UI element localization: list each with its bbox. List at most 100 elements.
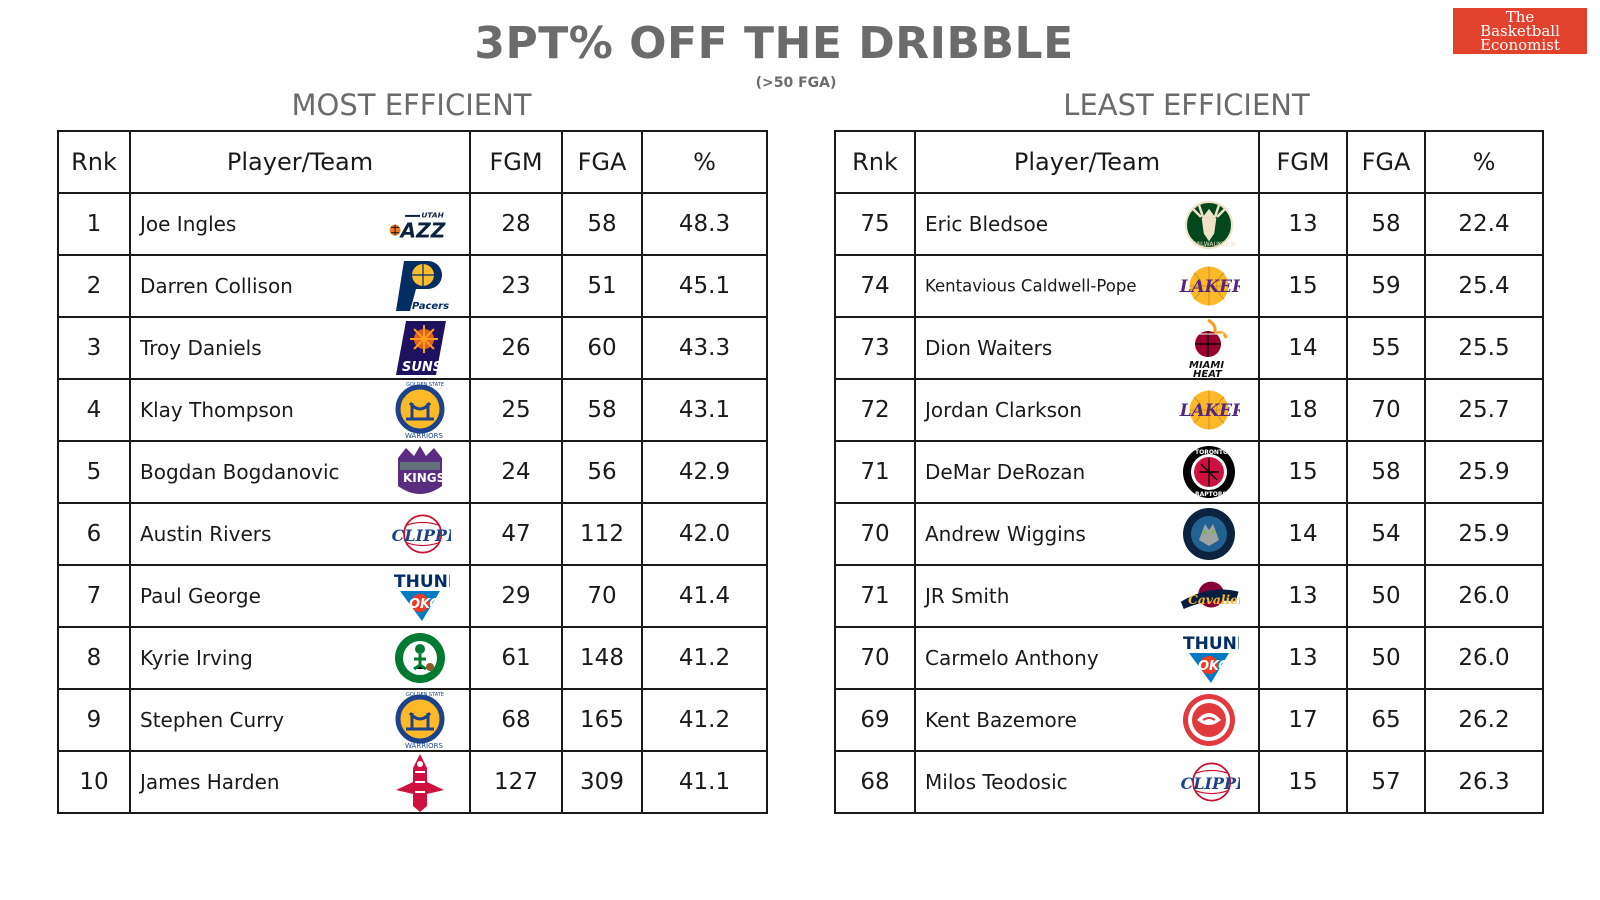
player-team-cell: Jordan Clarkson LAKERS <box>914 378 1260 442</box>
pct-cell: 25.7 <box>1424 378 1544 442</box>
pct-cell: 45.1 <box>641 254 768 318</box>
column-header-player: Player/Team <box>129 130 471 194</box>
svg-text:CLIPPERS: CLIPPERS <box>392 526 451 545</box>
least-efficient-table: Rnk Player/Team FGM FGA % 75 Eric Bledsoe… <box>834 130 1544 814</box>
player-team-cell: Eric Bledsoe MILWAUKEE BUCKS <box>914 192 1260 256</box>
table-row: 10 James Harden 127 309 41.1 <box>57 750 768 814</box>
column-header-fga: FGA <box>561 130 643 194</box>
pct-cell: 42.9 <box>641 440 768 504</box>
svg-text:AZZ: AZZ <box>398 218 445 242</box>
fgm-cell: 13 <box>1258 626 1348 690</box>
thunder-logo-icon: THUNDER OKC <box>389 567 451 625</box>
svg-text:TORONTO: TORONTO <box>1195 449 1228 456</box>
svg-text:KINGS: KINGS <box>403 471 445 485</box>
svg-text:GOLDEN STATE: GOLDEN STATE <box>406 692 444 698</box>
table-row: 73 Dion Waiters MIAMI HEAT 14 55 25.5 <box>834 316 1544 380</box>
pct-cell: 41.1 <box>641 750 768 814</box>
pct-cell: 42.0 <box>641 502 768 566</box>
player-name: Kentavious Caldwell-Pope <box>925 276 1137 296</box>
player-name: Stephen Curry <box>140 708 285 732</box>
rank-cell: 71 <box>834 564 916 628</box>
player-name: Kent Bazemore <box>925 708 1077 732</box>
rockets-logo-icon <box>389 753 451 812</box>
fgm-cell: 61 <box>469 626 563 690</box>
svg-text:RAPTORS: RAPTORS <box>1195 491 1227 498</box>
player-name: Eric Bledsoe <box>925 212 1049 236</box>
column-header-fgm: FGM <box>1258 130 1348 194</box>
fga-cell: 56 <box>561 440 643 504</box>
player-name: Troy Daniels <box>140 336 262 360</box>
pct-cell: 25.9 <box>1424 440 1544 504</box>
brand-line: The <box>1505 8 1535 26</box>
fgm-cell: 14 <box>1258 502 1348 566</box>
fgm-cell: 26 <box>469 316 563 380</box>
player-name: Darren Collison <box>140 274 293 298</box>
rank-cell: 2 <box>57 254 131 318</box>
svg-text:GOLDEN STATE: GOLDEN STATE <box>406 382 444 388</box>
pct-cell: 26.2 <box>1424 688 1544 752</box>
fgm-cell: 127 <box>469 750 563 814</box>
column-header-rnk: Rnk <box>834 130 916 194</box>
svg-text:MIAMI: MIAMI <box>1189 360 1224 371</box>
jazz-logo-icon: AZZ UTAH <box>389 195 451 253</box>
fga-cell: 148 <box>561 626 643 690</box>
player-name: Kyrie Irving <box>140 646 253 670</box>
most-efficient-table: Rnk Player/Team FGM FGA % 1 Joe Ingles AZZ… <box>57 130 768 814</box>
svg-text:WARRIORS: WARRIORS <box>405 432 443 439</box>
column-header-player: Player/Team <box>914 130 1260 194</box>
brand-line: Basketball <box>1480 22 1560 40</box>
timberwolves-logo-icon <box>1178 505 1240 563</box>
svg-text:OKC: OKC <box>409 597 439 612</box>
player-name: Klay Thompson <box>140 398 294 422</box>
rank-cell: 1 <box>57 192 131 256</box>
warriors-logo-icon: WARRIORS GOLDEN STATE <box>389 381 451 439</box>
column-header-fgm: FGM <box>469 130 563 194</box>
pct-cell: 25.9 <box>1424 502 1544 566</box>
fga-cell: 55 <box>1346 316 1426 380</box>
table-row: 2 Darren Collison Pacers 23 51 45.1 <box>57 254 768 318</box>
fgm-cell: 29 <box>469 564 563 628</box>
player-team-cell: Kent Bazemore <box>914 688 1260 752</box>
player-team-cell: Andrew Wiggins <box>914 502 1260 566</box>
table-row: 71 DeMar DeRozan TORONTO RAPTORS 15 58 25.9 <box>834 440 1544 504</box>
svg-text:Cavaliers: Cavaliers <box>1188 592 1240 607</box>
player-name: Paul George <box>140 584 261 608</box>
svg-text:MILWAUKEE BUCKS: MILWAUKEE BUCKS <box>1194 241 1235 248</box>
fgm-cell: 15 <box>1258 254 1348 318</box>
celtics-logo-icon <box>389 629 451 687</box>
pct-cell: 25.5 <box>1424 316 1544 380</box>
least-efficient-heading: LEAST EFFICIENT <box>1063 88 1310 122</box>
player-name: Andrew Wiggins <box>925 522 1086 546</box>
most-efficient-heading: MOST EFFICIENT <box>291 88 532 122</box>
player-name: DeMar DeRozan <box>925 460 1086 484</box>
player-name: JR Smith <box>925 584 1010 608</box>
fga-cell: 58 <box>561 378 643 442</box>
fga-cell: 165 <box>561 688 643 752</box>
svg-text:THUNDER: THUNDER <box>1183 634 1239 654</box>
fga-cell: 112 <box>561 502 643 566</box>
player-team-cell: Milos Teodosic CLIPPERS <box>914 750 1260 814</box>
table-row: 3 Troy Daniels SUNS 26 60 43.3 <box>57 316 768 380</box>
rank-cell: 70 <box>834 626 916 690</box>
pct-cell: 43.1 <box>641 378 768 442</box>
svg-text:HEAT: HEAT <box>1193 369 1223 378</box>
column-header-pct: % <box>1424 130 1544 194</box>
fgm-cell: 68 <box>469 688 563 752</box>
pct-cell: 43.3 <box>641 316 768 380</box>
player-team-cell: Joe Ingles AZZ UTAH <box>129 192 471 256</box>
pct-cell: 26.3 <box>1424 750 1544 814</box>
thunder-logo-icon: THUNDER OKC <box>1178 629 1240 687</box>
lakers-logo-icon: LAKERS <box>1178 257 1240 315</box>
table-row: 4 Klay Thompson WARRIORS GOLDEN STATE 25 58 43… <box>57 378 768 442</box>
fgm-cell: 18 <box>1258 378 1348 442</box>
fgm-cell: 17 <box>1258 688 1348 752</box>
brand-logo: The Basketball Economist <box>1453 8 1587 54</box>
player-name: Milos Teodosic <box>925 770 1068 794</box>
warriors-logo-icon: WARRIORS GOLDEN STATE <box>389 691 451 749</box>
pacers-logo-icon: Pacers <box>389 257 451 315</box>
table-row: 1 Joe Ingles AZZ UTAH 28 58 48.3 <box>57 192 768 256</box>
